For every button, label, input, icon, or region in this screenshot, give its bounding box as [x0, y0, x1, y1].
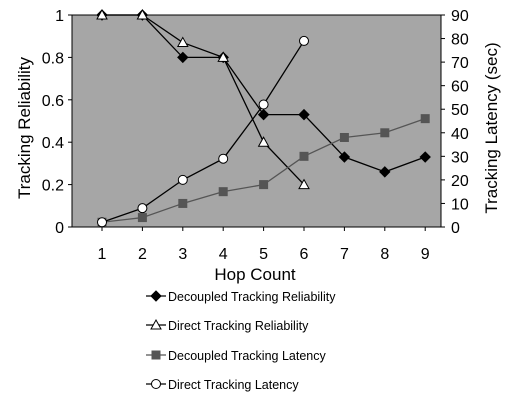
- x-tick-label: 3: [178, 246, 187, 263]
- x-tick-label: 9: [421, 246, 430, 263]
- plot-background: [71, 14, 442, 228]
- legend-label: Decoupled Tracking Reliability: [168, 290, 336, 304]
- x-tick-label: 1: [98, 246, 107, 263]
- y-tick-label: 0.8: [42, 50, 64, 67]
- x-tick-label: 2: [138, 246, 147, 263]
- y-tick-label: 0.2: [42, 178, 64, 195]
- x-tick-label: 4: [219, 246, 228, 263]
- legend: Decoupled Tracking Reliability Direct Tra…: [146, 290, 336, 392]
- legend-item: Direct Tracking Latency: [146, 378, 299, 392]
- y2-tick-label: 40: [451, 126, 469, 143]
- data-point: [299, 35, 309, 46]
- data-point: [218, 187, 228, 197]
- data-point: [380, 128, 390, 138]
- data-point: [258, 99, 269, 110]
- data-point: [136, 8, 149, 20]
- legend-label: Direct Tracking Reliability: [168, 319, 309, 333]
- y-axis-label: Tracking Reliability: [15, 56, 34, 199]
- x-tick-label: 8: [380, 246, 389, 263]
- series-line: [102, 14, 305, 186]
- data-point: [217, 51, 230, 62]
- x-tick-label: 6: [300, 246, 309, 263]
- data-point: [420, 114, 430, 124]
- y2-tick-label: 0: [451, 220, 460, 237]
- series-4: [97, 35, 309, 228]
- legend-marker: [150, 318, 162, 330]
- data-point: [176, 36, 189, 48]
- y2-tick-label: 50: [451, 102, 469, 119]
- legend-item: Decoupled Tracking Reliability: [146, 290, 336, 304]
- legend-marker: [151, 350, 161, 360]
- y-tick-label: 1: [55, 8, 64, 25]
- y2-tick-label: 80: [451, 32, 469, 49]
- data-point: [259, 180, 269, 190]
- x-axis-label: Hop Count: [214, 265, 296, 284]
- data-point: [379, 166, 391, 178]
- y2-tick-label: 60: [451, 79, 469, 96]
- data-point: [96, 8, 108, 20]
- plot-area: [71, 14, 442, 228]
- data-point: [298, 178, 310, 190]
- legend-label: Decoupled Tracking Latency: [168, 349, 326, 363]
- legend-label: Direct Tracking Latency: [168, 378, 299, 392]
- y-tick-label: 0.4: [42, 135, 64, 152]
- y2-tick-label: 30: [451, 149, 469, 166]
- series-line: [101, 40, 305, 223]
- data-point: [257, 136, 270, 147]
- x-tick-label: 7: [340, 246, 349, 263]
- data-point: [218, 153, 229, 164]
- data-point: [97, 217, 107, 228]
- legend-marker: [150, 290, 162, 302]
- series-2: [96, 8, 310, 190]
- data-point: [137, 203, 148, 214]
- data-point: [178, 198, 188, 208]
- data-point: [177, 174, 188, 185]
- data-point: [257, 108, 270, 121]
- y2-tick-label: 20: [451, 173, 469, 190]
- series-group: [96, 8, 431, 228]
- data-point: [137, 213, 147, 223]
- labels-group: Hop Count Tracking Reliability Tracking …: [15, 42, 501, 284]
- data-point: [298, 108, 310, 121]
- y-tick-label: 0: [55, 220, 64, 237]
- data-point: [338, 151, 351, 163]
- legend-item: Direct Tracking Reliability: [146, 318, 309, 333]
- x-tick-label: 5: [259, 246, 268, 263]
- y2-tick-label: 90: [451, 8, 469, 25]
- legend-marker: [151, 379, 161, 389]
- y2-tick-label: 10: [451, 196, 469, 213]
- data-point: [177, 51, 189, 64]
- y2-axis-label: Tracking Latency (sec): [482, 42, 501, 213]
- data-point: [339, 132, 349, 142]
- legend-item: Decoupled Tracking Latency: [146, 349, 326, 363]
- data-point: [299, 151, 309, 161]
- y2-tick-label: 70: [451, 55, 469, 72]
- data-point: [419, 151, 431, 163]
- y-tick-label: 0.6: [42, 93, 64, 110]
